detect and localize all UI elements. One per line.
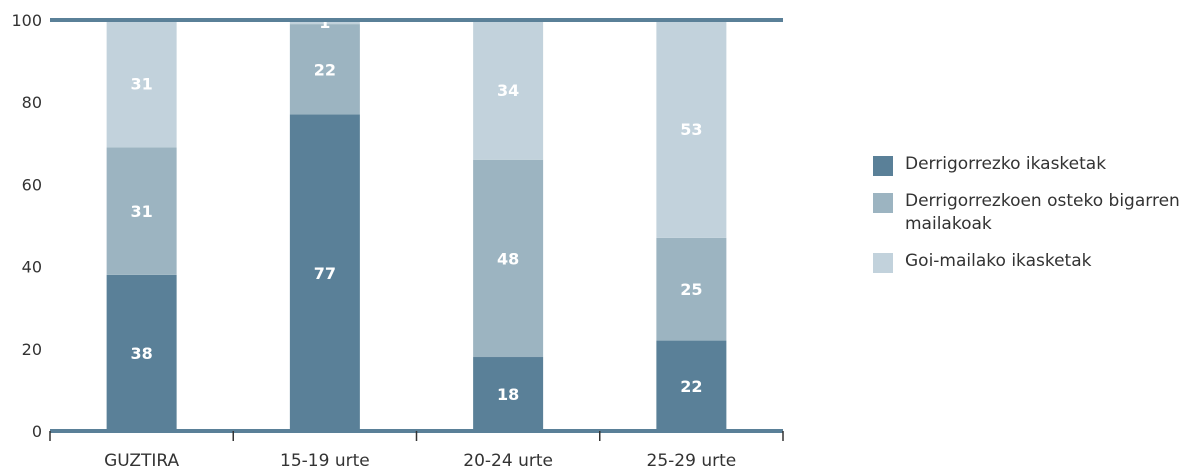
legend-swatch-series-2 <box>873 193 893 213</box>
y-tick-label-4: 80 <box>22 93 42 112</box>
bar-segment-2-3 <box>289 20 360 25</box>
x-category-label-4: 25-29 urte <box>647 451 737 471</box>
y-tick-label-2: 40 <box>22 258 42 277</box>
bar-segment-1-2 <box>106 147 177 275</box>
bar-segment-3-2 <box>473 159 544 358</box>
legend-swatch-series-1 <box>873 156 893 176</box>
data-label-3-3: 34 <box>497 81 519 100</box>
bar-segment-4-2 <box>656 237 727 341</box>
bar-segment-4-3 <box>656 20 727 238</box>
y-tick-label-5: 100 <box>11 11 42 30</box>
legend-label-series-2: Derrigorrezkoen osteko bigarren mailakoa… <box>905 191 1180 234</box>
legend-item-derrigorrezko: Derrigorrezko ikasketak <box>873 153 1203 176</box>
data-label-1-2: 31 <box>130 202 152 221</box>
bar-segment-1-1 <box>106 274 177 431</box>
y-tick-label-1: 20 <box>22 340 42 359</box>
data-label-2-3: 1 <box>319 13 330 32</box>
bar-segment-3-3 <box>473 20 544 160</box>
data-label-2-1: 77 <box>314 264 336 283</box>
bar-segment-3-1 <box>473 357 544 431</box>
legend-label-series-3: Goi-mailako ikasketak <box>905 251 1092 271</box>
legend-label-series-1: Derrigorrezko ikasketak <box>905 154 1107 174</box>
legend: Derrigorrezko ikasketak Derrigorrezkoen … <box>873 153 1203 287</box>
legend-item-bigarren-mailakoak: Derrigorrezkoen osteko bigarren mailakoa… <box>873 190 1203 236</box>
data-label-2-2: 22 <box>314 60 336 79</box>
bar-segment-2-1 <box>289 114 360 431</box>
data-label-3-2: 48 <box>497 249 519 268</box>
x-category-label-2: 15-19 urte <box>280 451 370 471</box>
data-label-1-3: 31 <box>130 75 152 94</box>
legend-swatch-series-3 <box>873 253 893 273</box>
data-label-3-1: 18 <box>497 385 519 404</box>
x-category-label-1: GUZTIRA <box>104 451 179 471</box>
data-label-1-1: 38 <box>130 344 152 363</box>
legend-item-goi-mailako: Goi-mailako ikasketak <box>873 250 1203 273</box>
bar-segment-1-3 <box>106 20 177 148</box>
bar-segment-2-2 <box>289 24 360 115</box>
y-tick-label-0: 0 <box>32 422 42 441</box>
data-label-4-1: 22 <box>680 377 702 396</box>
y-tick-label-3: 60 <box>22 175 42 194</box>
bar-segment-4-1 <box>656 340 727 431</box>
data-label-4-3: 53 <box>680 120 702 139</box>
x-category-label-3: 20-24 urte <box>463 451 553 471</box>
data-label-4-2: 25 <box>680 280 702 299</box>
